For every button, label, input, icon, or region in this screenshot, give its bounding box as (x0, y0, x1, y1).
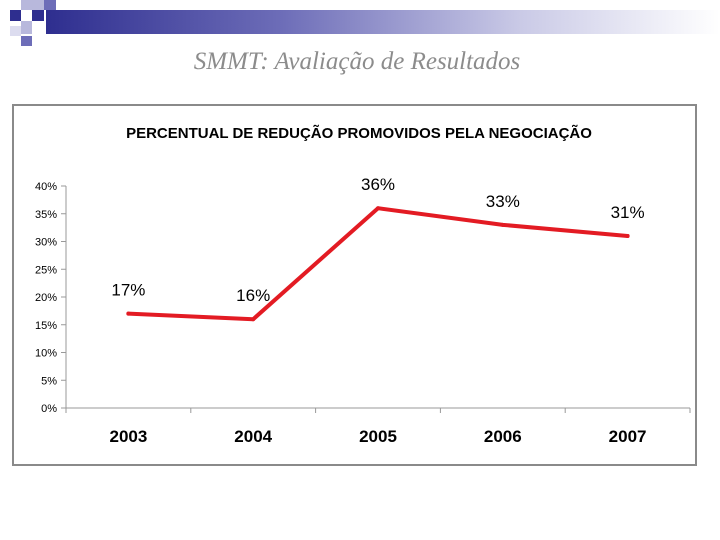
slide-title: SMMT: Avaliação de Resultados (193, 48, 521, 75)
data-label: 17% (111, 281, 145, 300)
deco-square (10, 10, 21, 21)
y-tick-label: 15% (35, 320, 57, 332)
series-line (126, 206, 630, 322)
data-label: 36% (361, 175, 395, 194)
deco-square (32, 0, 44, 10)
y-tick-label: 40% (35, 181, 57, 193)
header-gradient-bar (46, 10, 720, 34)
chart-title: PERCENTUAL DE REDUÇÃO PROMOVIDOS PELA NE… (126, 124, 592, 142)
y-tick-label: 5% (41, 375, 57, 387)
x-tick-label: 2005 (359, 427, 397, 446)
deco-square (32, 10, 44, 21)
data-label: 16% (236, 286, 270, 305)
data-label: 31% (611, 203, 645, 222)
x-tick-label: 2006 (484, 427, 522, 446)
chart-frame: PERCENTUAL DE REDUÇÃO PROMOVIDOS PELA NE… (12, 104, 697, 466)
data-point (376, 206, 380, 211)
data-point (251, 317, 256, 322)
deco-square (44, 0, 56, 10)
x-tick-label: 2007 (609, 427, 647, 446)
deco-square (21, 36, 32, 46)
y-tick-label: 35% (35, 209, 57, 221)
deco-square (21, 0, 32, 10)
y-tick-label: 0% (41, 403, 57, 415)
deco-square (21, 21, 32, 34)
decorative-squares (10, 0, 56, 46)
y-tick-label: 10% (35, 348, 57, 360)
y-tick-label: 30% (35, 237, 57, 249)
deco-square (10, 26, 21, 36)
y-tick-label: 20% (35, 292, 57, 304)
x-tick-label: 2003 (109, 427, 147, 446)
data-point (500, 222, 505, 227)
line-chart: PERCENTUAL DE REDUÇÃO PROMOVIDOS PELA NE… (35, 124, 691, 446)
y-tick-label: 25% (35, 264, 57, 276)
data-label: 33% (486, 192, 520, 211)
data-point (625, 233, 630, 238)
x-tick-label: 2004 (234, 427, 272, 446)
data-point (126, 311, 131, 316)
